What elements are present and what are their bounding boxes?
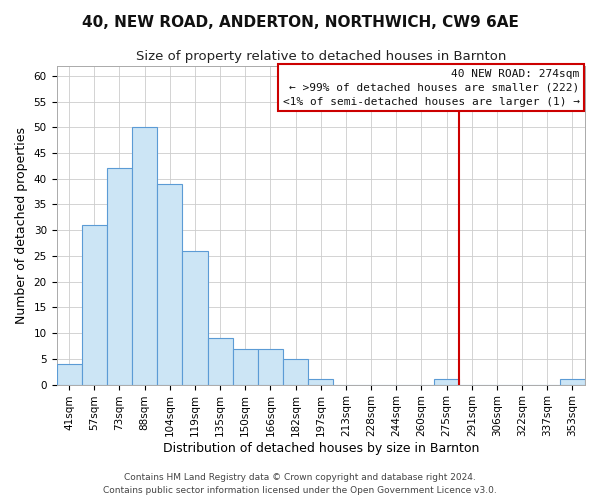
- Bar: [308, 380, 334, 384]
- Bar: [132, 128, 157, 384]
- Bar: [258, 348, 283, 384]
- Text: Contains HM Land Registry data © Crown copyright and database right 2024.
Contai: Contains HM Land Registry data © Crown c…: [103, 474, 497, 495]
- X-axis label: Distribution of detached houses by size in Barnton: Distribution of detached houses by size …: [163, 442, 479, 455]
- Text: 40, NEW ROAD, ANDERTON, NORTHWICH, CW9 6AE: 40, NEW ROAD, ANDERTON, NORTHWICH, CW9 6…: [82, 15, 518, 30]
- Text: 40 NEW ROAD: 274sqm
← >99% of detached houses are smaller (222)
<1% of semi-deta: 40 NEW ROAD: 274sqm ← >99% of detached h…: [283, 68, 580, 106]
- Bar: [107, 168, 132, 384]
- Title: Size of property relative to detached houses in Barnton: Size of property relative to detached ho…: [136, 50, 506, 63]
- Bar: [208, 338, 233, 384]
- Bar: [182, 251, 208, 384]
- Bar: [283, 359, 308, 384]
- Bar: [56, 364, 82, 384]
- Bar: [82, 225, 107, 384]
- Y-axis label: Number of detached properties: Number of detached properties: [15, 126, 28, 324]
- Bar: [233, 348, 258, 384]
- Bar: [560, 380, 585, 384]
- Bar: [434, 380, 459, 384]
- Bar: [157, 184, 182, 384]
